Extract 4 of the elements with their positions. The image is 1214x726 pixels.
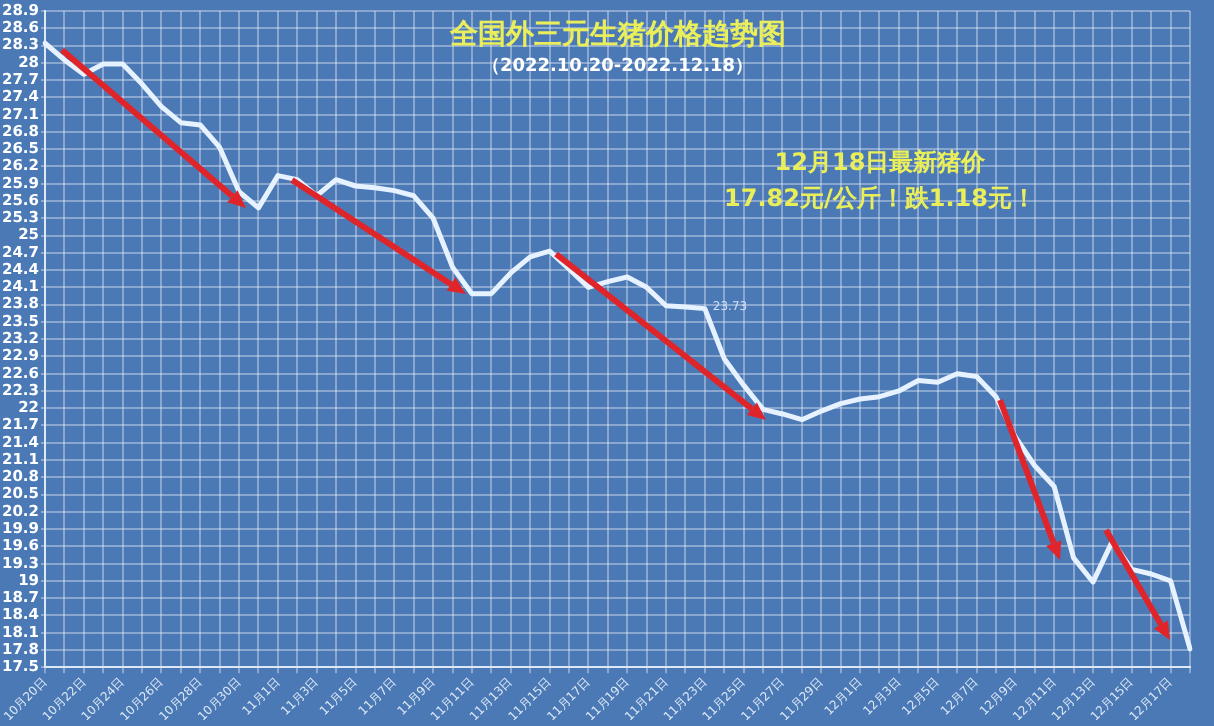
annotation: 17.82元/公斤！跌1.18元！ xyxy=(724,184,1036,213)
chart-title: 全国外三元生猪价格趋势图 xyxy=(447,19,786,52)
annotation: 12月18日最新猪价 xyxy=(774,148,988,177)
text: （2022.10.20-2022.12.18） xyxy=(481,56,754,77)
